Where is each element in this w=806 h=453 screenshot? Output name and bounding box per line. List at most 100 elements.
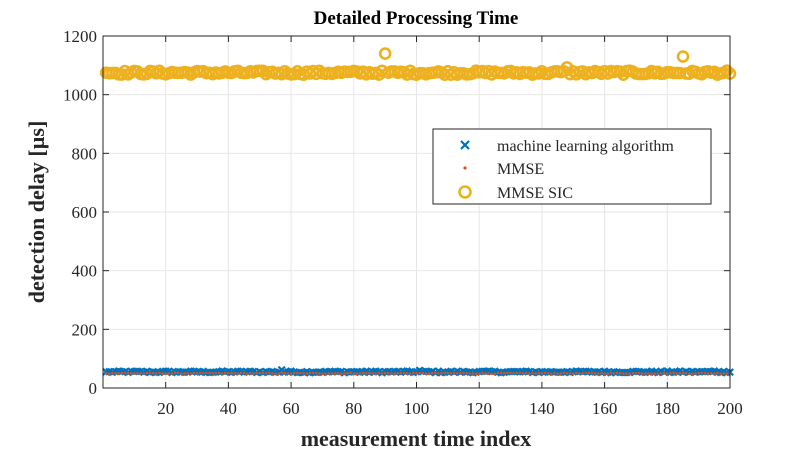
x-tick-label: 180 [655,399,681,418]
data-point [700,371,704,375]
y-tick-label: 200 [72,320,98,339]
data-point [543,371,547,375]
data-point [615,371,619,375]
data-point [597,372,600,375]
x-tick-label: 100 [404,399,430,418]
legend-label: MMSE [497,161,544,178]
data-point [556,372,559,375]
data-point [534,372,537,375]
data-point [581,371,584,375]
data-point [324,372,327,375]
data-point [628,372,631,375]
data-point [437,372,440,375]
data-point [133,372,136,375]
data-point [659,372,663,375]
x-tick-label: 40 [220,399,237,418]
data-point [286,372,290,375]
data-point [136,372,139,375]
data-point [672,371,675,375]
data-point [681,371,685,375]
data-point [148,371,152,375]
data-point [107,372,111,375]
legend-marker [460,140,470,150]
data-point [675,372,679,376]
data-point [622,372,625,375]
data-point [524,371,528,375]
data-point [311,371,315,375]
x-axis-title: measurement time index [301,426,532,451]
data-point [562,371,566,375]
data-point [117,372,120,375]
data-point [684,372,688,375]
data-point [546,372,550,375]
data-point [427,372,431,375]
data-point [145,371,149,375]
grid [103,35,731,389]
data-point [336,372,340,375]
data-point [249,371,252,375]
data-point [151,371,155,375]
data-point [653,372,657,375]
data-point [540,372,544,375]
data-point [415,372,418,375]
data-point [418,371,421,375]
series-1 [104,371,732,376]
data-point [499,371,503,375]
data-point [305,372,309,375]
data-point [559,372,563,375]
data-point [449,372,453,375]
data-point [493,372,497,375]
x-tick-label: 200 [717,399,743,418]
data-point [644,372,647,375]
data-point [183,372,186,375]
data-point [111,372,114,375]
data-point [289,372,293,375]
data-point [245,372,249,376]
data-point [205,371,208,375]
data-point [537,371,541,375]
data-point [261,371,265,375]
data-point [600,371,603,375]
data-point [170,372,174,375]
data-point [139,371,142,375]
data-point [518,371,522,375]
data-point [440,372,443,375]
data-point [154,372,158,375]
legend-label: machine learning algorithm [497,138,674,155]
data-point [365,372,368,375]
data-point [666,372,669,375]
data-point [459,372,462,375]
data-point [725,372,729,375]
data-point [650,372,653,375]
data-point [587,371,591,375]
data-point [129,372,133,375]
data-point [330,372,334,375]
data-point [637,371,641,375]
data-point [186,372,189,375]
data-point [230,371,233,375]
data-point [270,372,274,375]
y-tick-label: 1000 [63,86,97,105]
data-point [550,372,553,376]
data-point [720,64,734,77]
data-point [211,372,215,375]
data-point [167,372,171,375]
data-point [477,372,481,375]
data-point [676,50,690,63]
data-point [496,371,500,375]
data-point [421,371,425,375]
data-point [474,372,478,376]
data-point [631,371,635,375]
data-point [321,372,324,375]
data-point [487,372,490,375]
data-point [189,372,193,375]
x-tick-label: 120 [466,399,492,418]
data-point [192,371,196,375]
data-point [327,372,331,375]
ticks: 20 40 60 80 100 120 140 160 180 200 0 200 400 600 800 1… [63,27,743,418]
data-point [383,371,387,375]
data-point [198,371,202,375]
data-point [669,372,672,375]
data-point [223,371,227,375]
data-point [202,371,205,375]
